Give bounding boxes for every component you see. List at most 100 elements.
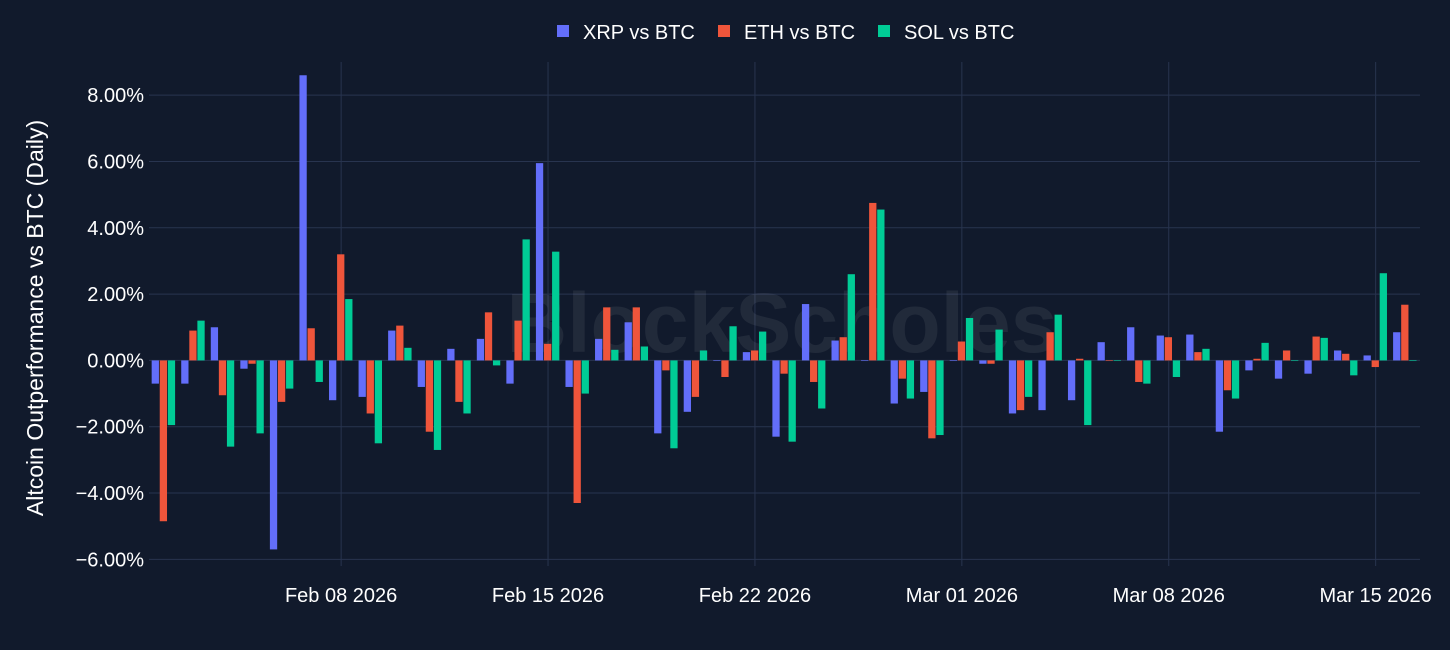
bar-eth <box>1016 360 1025 411</box>
bar-eth <box>1105 360 1113 362</box>
bar-sol <box>611 349 619 361</box>
bar-eth <box>810 360 818 382</box>
bar-eth <box>928 360 936 439</box>
bar-sol <box>1350 360 1358 376</box>
x-tick-label: Mar 15 2026 <box>1320 585 1432 607</box>
bar-xrp <box>1186 334 1194 361</box>
bar-eth <box>1342 353 1350 361</box>
bar-sol <box>1261 342 1269 361</box>
bar-xrp <box>1067 360 1076 401</box>
x-tick-label: Mar 08 2026 <box>1113 585 1225 607</box>
bar-sol <box>1202 348 1210 361</box>
bar-xrp <box>151 360 159 384</box>
bar-eth <box>307 328 315 361</box>
bar-xrp <box>1304 360 1312 374</box>
bar-eth <box>1223 360 1232 391</box>
bar-sol <box>847 274 855 361</box>
bar-sol <box>877 209 885 361</box>
bar-sol <box>404 347 412 361</box>
bar-sol <box>936 360 944 436</box>
bar-xrp <box>890 360 898 404</box>
bar-xrp <box>831 340 839 361</box>
y-tick-label: 0.00% <box>87 350 144 372</box>
bar-xrp <box>476 338 485 361</box>
bar-eth <box>1164 337 1172 361</box>
legend-label: XRP vs BTC <box>583 22 695 44</box>
y-tick-label: −2.00% <box>76 417 145 439</box>
x-tick-label: Feb 08 2026 <box>285 585 397 607</box>
bar-eth <box>218 360 227 396</box>
legend-item-xrp[interactable]: XRP vs BTC <box>557 22 695 44</box>
bar-eth <box>721 360 729 377</box>
bar-xrp <box>713 360 721 362</box>
bar-eth <box>662 360 670 371</box>
bar-xrp <box>535 163 544 361</box>
y-axis-ticks: −6.00% −4.00% −2.00% 0.00% 2.00% 4.00% 6.00% 8.… <box>76 85 145 571</box>
bar-xrp <box>979 360 987 364</box>
bar-xrp <box>654 360 662 434</box>
bar-xrp <box>683 360 691 412</box>
bar-xrp <box>1127 327 1135 361</box>
bar-xrp <box>624 322 632 361</box>
bar-eth <box>337 254 345 361</box>
bar-eth <box>1312 336 1320 361</box>
y-tick-label: 4.00% <box>87 218 144 240</box>
bar-sol <box>1320 337 1328 361</box>
bar-sol <box>522 239 530 361</box>
bar-eth <box>544 343 552 361</box>
bar-sol <box>1113 360 1121 362</box>
bar-sol <box>433 360 442 450</box>
bar-eth <box>1194 352 1202 361</box>
bar-sol <box>581 360 589 394</box>
bar-sol <box>374 360 383 444</box>
bar-sol <box>552 251 560 361</box>
legend-label: SOL vs BTC <box>904 22 1014 44</box>
bar-eth <box>750 350 759 361</box>
bar-eth <box>1282 350 1291 361</box>
bar-eth <box>366 360 374 414</box>
bar-sol <box>729 326 737 361</box>
bar-xrp <box>1008 360 1017 414</box>
bar-eth <box>957 341 966 361</box>
bar-xrp <box>240 360 248 369</box>
grid-lines <box>149 62 1420 566</box>
bar-sol <box>226 360 235 447</box>
bar-xrp <box>269 360 278 550</box>
bar-xrp <box>920 360 928 392</box>
y-tick-label: 8.00% <box>87 85 144 107</box>
bar-eth <box>277 360 286 402</box>
legend-item-eth[interactable]: ETH vs BTC <box>718 22 855 44</box>
bar-eth <box>780 360 788 374</box>
bar-eth <box>189 330 197 361</box>
bar-eth <box>514 320 522 361</box>
bar-eth <box>396 325 404 361</box>
bar-xrp <box>358 360 366 397</box>
bar-xrp <box>299 75 307 361</box>
bar-xrp <box>181 360 189 384</box>
bar-eth <box>1046 332 1054 361</box>
bar-sol <box>965 317 974 361</box>
legend-item-sol[interactable]: SOL vs BTC <box>878 22 1014 44</box>
y-tick-label: 6.00% <box>87 151 144 173</box>
bar-xrp <box>801 304 810 361</box>
bar-eth <box>455 360 463 402</box>
bar-xrp <box>506 360 514 384</box>
bar-eth <box>839 337 847 361</box>
legend-swatch <box>718 25 730 37</box>
bar-sol <box>1025 360 1033 397</box>
legend[interactable]: XRP vs BTC ETH vs BTC SOL vs BTC <box>557 22 1014 44</box>
bar-eth <box>573 360 581 503</box>
legend-label: ETH vs BTC <box>744 22 855 44</box>
bar-xrp <box>447 348 455 361</box>
bar-sol <box>286 360 294 389</box>
bar-xrp <box>595 338 603 361</box>
bar-xrp <box>1038 360 1046 411</box>
bar-sol <box>1231 360 1240 399</box>
y-tick-label: 2.00% <box>87 284 144 306</box>
y-axis-title: Altcoin Outperformance vs BTC (Daily) <box>22 120 48 516</box>
bar-sol <box>1054 314 1062 361</box>
bar-xrp <box>772 360 780 437</box>
bar-sol <box>640 346 649 361</box>
bar-eth <box>425 360 434 432</box>
bar-sol <box>1172 360 1181 377</box>
